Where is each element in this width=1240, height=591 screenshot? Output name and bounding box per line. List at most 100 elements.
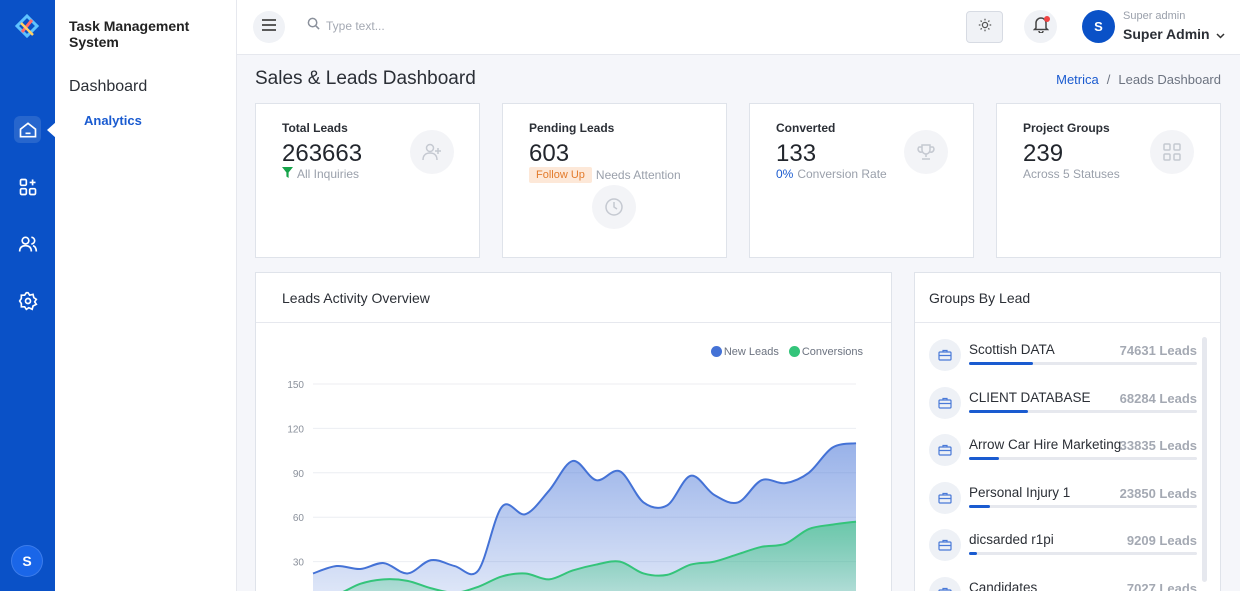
- group-count: 33835 Leads: [1119, 438, 1197, 453]
- y-tick-label: 60: [293, 513, 305, 524]
- user-role: Super admin: [1123, 10, 1186, 22]
- group-name: Candidates: [969, 579, 1038, 591]
- search-icon: [307, 17, 320, 35]
- card-subtext-label: Across 5 Statuses: [1023, 167, 1120, 181]
- app-title: Task Management System: [69, 18, 190, 50]
- group-row[interactable]: Candidates 7027 Leads: [929, 575, 1197, 591]
- briefcase-icon: [929, 481, 961, 514]
- card-subtext: 0% Conversion Rate: [776, 167, 887, 181]
- series-area-0: [313, 443, 856, 591]
- group-name: dicsarded r1pi: [969, 532, 1054, 547]
- card-subtext-label: Needs Attention: [595, 168, 681, 182]
- search-input[interactable]: [326, 19, 546, 33]
- group-row[interactable]: Arrow Car Hire Marketing 33835 Leads: [929, 432, 1197, 476]
- icon-rail: S: [0, 0, 56, 591]
- card-value: 239: [1023, 140, 1064, 167]
- series-line-1: [342, 520, 857, 591]
- group-count: 23850 Leads: [1119, 485, 1197, 501]
- briefcase-icon: [929, 386, 961, 419]
- follow-up-badge: Follow Up: [529, 167, 592, 183]
- legend-item-conversions[interactable]: Conversions: [788, 346, 863, 358]
- group-row[interactable]: Scottish DATA 74631 Leads: [929, 337, 1197, 381]
- card-value: 603: [529, 140, 570, 167]
- user-plus-icon: [410, 130, 454, 174]
- user-name: Super Admin: [1123, 26, 1210, 42]
- legend-item-new-leads[interactable]: New Leads: [710, 346, 779, 358]
- briefcase-icon: [929, 576, 961, 591]
- stat-card-project-groups: Project Groups 239 Across 5 Statuses: [996, 103, 1221, 258]
- breadcrumb-separator: /: [1106, 72, 1111, 87]
- group-progress-track: [969, 457, 1197, 460]
- group-name: Scottish DATA: [969, 342, 1055, 357]
- sun-icon: [978, 18, 992, 37]
- card-subtext-label: All Inquiries: [297, 167, 360, 181]
- chart-legend: New Leads Conversions: [710, 346, 863, 358]
- group-row[interactable]: Personal Injury 1 23850 Leads: [929, 480, 1197, 524]
- users-icon[interactable]: [14, 230, 41, 257]
- group-progress-track: [969, 504, 1197, 508]
- filter-icon: [282, 167, 293, 181]
- card-value: 263663: [282, 140, 363, 167]
- active-pointer: [47, 122, 56, 138]
- card-title: Pending Leads: [529, 121, 615, 135]
- group-count: 68284 Leads: [1119, 390, 1197, 406]
- stat-card-pending-leads: Pending Leads 603 Follow Up Needs Attent…: [502, 103, 727, 258]
- legend-dot: [788, 346, 800, 357]
- card-title: Total Leads: [282, 121, 348, 135]
- home-icon[interactable]: [14, 116, 41, 143]
- card-title: Converted: [776, 121, 836, 135]
- stat-card-total-leads: Total Leads 263663 All Inquiries: [255, 103, 480, 258]
- legend-label: Conversions: [801, 346, 863, 358]
- group-count: 74631 Leads: [1119, 343, 1197, 358]
- breadcrumb-link-metrica[interactable]: Metrica: [1056, 72, 1099, 87]
- hamburger-icon: [261, 18, 277, 37]
- group-name: CLIENT DATABASE: [969, 389, 1091, 405]
- group-progress-fill: [969, 457, 999, 460]
- bell-icon: [1032, 15, 1049, 38]
- briefcase-icon: [929, 339, 961, 371]
- sidebar-menu: Task Management System Dashboard Analyti…: [55, 0, 237, 591]
- group-progress-track: [969, 552, 1197, 555]
- page-title: Sales & Leads Dashboard: [255, 68, 476, 89]
- conversion-rate-value: 0%: [776, 167, 794, 181]
- group-row[interactable]: CLIENT DATABASE 68284 Leads: [929, 385, 1197, 429]
- menu-toggle-button[interactable]: [253, 11, 285, 43]
- series-line-0: [312, 442, 857, 576]
- legend-dot: [710, 346, 722, 357]
- briefcase-icon: [929, 529, 961, 561]
- group-count: 7027 Leads: [1126, 580, 1197, 591]
- trophy-icon: [904, 130, 948, 174]
- y-tick-label: 150: [287, 380, 304, 391]
- breadcrumb-current: Leads Dashboard: [1118, 72, 1221, 87]
- group-name: Arrow Car Hire Marketing: [969, 437, 1122, 452]
- sidebar-item-analytics[interactable]: Analytics: [84, 113, 142, 128]
- group-list-scrollbar[interactable]: [1202, 337, 1207, 582]
- card-title: Project Groups: [1023, 121, 1110, 135]
- app-logo-icon[interactable]: [13, 13, 41, 42]
- card-subtext: All Inquiries: [282, 167, 359, 181]
- groups-by-lead-panel: Groups By Lead Scottish DATA 74631 Leads C…: [914, 272, 1221, 591]
- clock-icon: [592, 185, 636, 229]
- user-avatar[interactable]: S: [1082, 10, 1115, 43]
- notification-dot: [1044, 16, 1050, 22]
- settings-gear-icon[interactable]: [14, 287, 41, 314]
- user-menu[interactable]: Super Admin: [1123, 26, 1225, 42]
- legend-label: New Leads: [723, 346, 779, 358]
- group-progress-fill: [969, 409, 1029, 413]
- card-subtext: Follow Up Needs Attention: [529, 167, 681, 183]
- theme-toggle-button[interactable]: [966, 11, 1003, 43]
- y-tick-label: 30: [293, 558, 305, 569]
- notifications-button[interactable]: [1024, 10, 1057, 43]
- group-count: 9209 Leads: [1126, 533, 1197, 548]
- chevron-down-icon: [1216, 26, 1225, 42]
- group-progress-track: [969, 409, 1197, 413]
- leads-area-chart: 30 60 90 120 150: [287, 380, 857, 591]
- leads-activity-panel: Leads Activity Overview New Leads Conver…: [255, 272, 892, 591]
- rail-user-avatar[interactable]: S: [11, 545, 43, 577]
- apps-icon[interactable]: [14, 173, 41, 200]
- y-tick-label: 90: [293, 469, 305, 480]
- card-subtext: Across 5 Statuses: [1023, 167, 1120, 181]
- card-subtext-label: Conversion Rate: [797, 167, 887, 181]
- group-row[interactable]: dicsarded r1pi 9209 Leads: [929, 527, 1197, 571]
- y-tick-label: 120: [287, 424, 304, 435]
